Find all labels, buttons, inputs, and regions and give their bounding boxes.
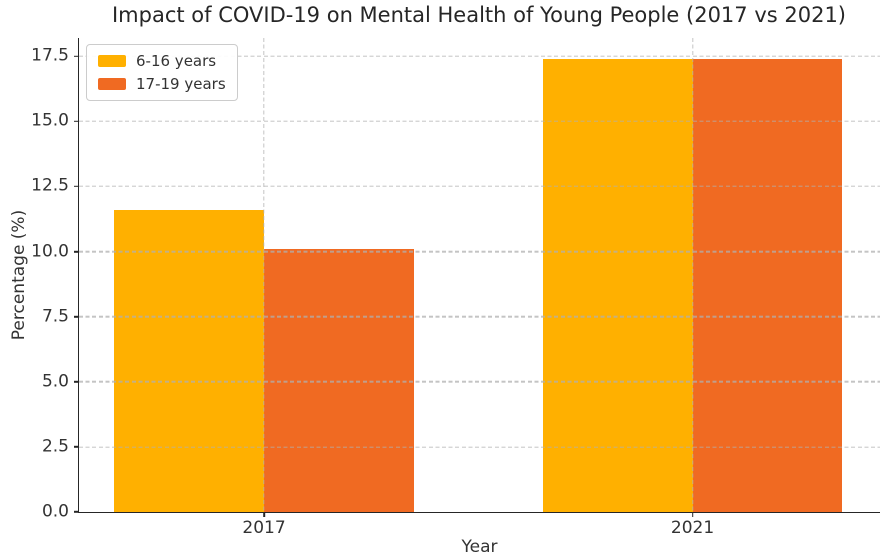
ytick-mark-17.5: [74, 55, 79, 58]
legend: 6-16 years 17-19 years: [86, 44, 238, 101]
ytick-label-7.5: 7.5: [41, 306, 69, 327]
xtick-mark-2017: [263, 512, 265, 517]
ytick-mark-0.0: [74, 511, 79, 513]
ytick-mark-12.5: [74, 185, 79, 188]
legend-swatch-17-19-years: [98, 77, 126, 90]
legend-item-17-19-years: 17-19 years: [98, 74, 226, 93]
xtick-mark-2021: [691, 512, 694, 517]
ytick-label-12.5: 12.5: [31, 175, 69, 196]
ytick-label-5.0: 5.0: [41, 371, 69, 392]
ytick-mark-5.0: [74, 380, 79, 383]
xtick-label-2021: 2021: [670, 518, 715, 538]
chart-title: Impact of COVID-19 on Mental Health of Y…: [111, 3, 847, 27]
legend-label-17-19-years: 17-19 years: [136, 74, 226, 93]
plot-area: 0.0 2.5 5.0 7.5 10.0 12.5 15.0 17.5 2017 2021 6-1…: [9, 38, 880, 556]
ytick-mark-15.0: [74, 120, 79, 123]
legend-item-6-16-years: 6-16 years: [98, 53, 226, 70]
bar-6-16-years-2017: [114, 209, 265, 512]
legend-label-6-16-years: 6-16 years: [136, 52, 217, 70]
ytick-label-0.0: 0.0: [41, 501, 69, 522]
legend-swatch-6-16-years: [98, 55, 126, 68]
bar-6-16-years-2021: [542, 58, 693, 512]
ytick-label-15.0: 15.0: [31, 110, 69, 131]
y-axis-label: Percentage (%): [9, 209, 29, 341]
xtick-label-2017: 2017: [242, 518, 286, 538]
ytick-mark-10.0: [74, 250, 79, 253]
ytick-label-10.0: 10.0: [31, 241, 69, 262]
axes-layer: 0.0 2.5 5.0 7.5 10.0 12.5 15.0 17.5 2017 2021: [31, 38, 880, 536]
ytick-label-2.5: 2.5: [41, 436, 69, 457]
x-axis-label: Year: [461, 537, 498, 556]
ytick-mark-7.5: [74, 315, 79, 318]
ytick-mark-2.5: [74, 446, 79, 448]
bars-layer: [79, 38, 880, 512]
ytick-label-17.5: 17.5: [31, 45, 69, 66]
bar-17-19-years-2021: [692, 58, 843, 512]
bar-17-19-years-2017: [264, 248, 414, 512]
